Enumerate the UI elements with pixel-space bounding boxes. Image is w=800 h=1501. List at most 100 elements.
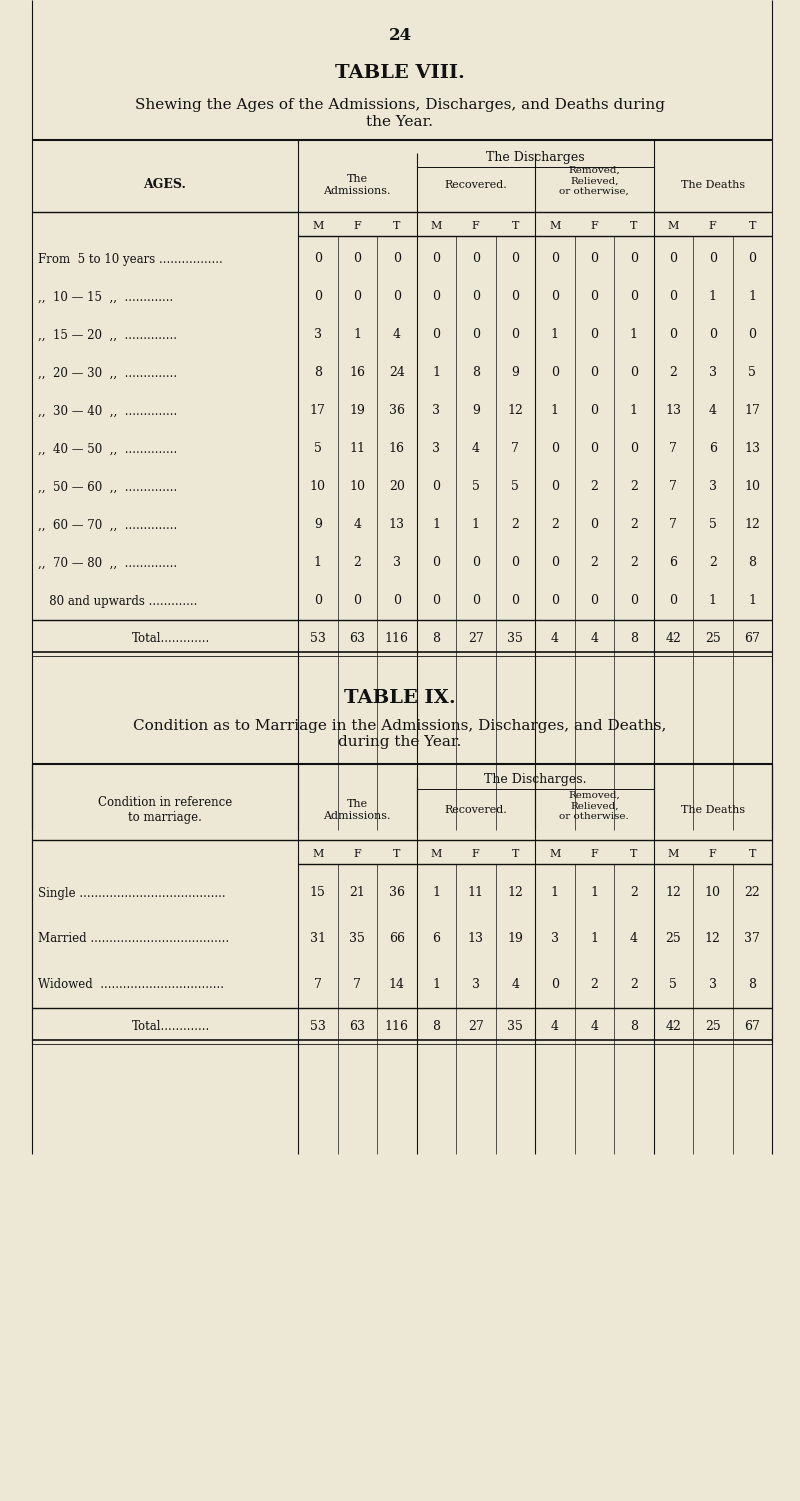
Text: 7: 7 [354, 979, 361, 992]
Text: 63: 63 [350, 632, 366, 644]
Text: 0: 0 [550, 979, 558, 992]
Text: AGES.: AGES. [143, 179, 186, 192]
Text: F: F [709, 221, 717, 231]
Text: 0: 0 [590, 404, 598, 417]
Text: 0: 0 [630, 252, 638, 266]
Text: 25: 25 [705, 632, 721, 644]
Text: 1: 1 [550, 404, 558, 417]
Text: 13: 13 [389, 518, 405, 531]
Text: T: T [393, 850, 401, 859]
Text: 42: 42 [666, 632, 681, 644]
Text: Condition as to Marriage in the Admissions, Discharges, and Deaths,: Condition as to Marriage in the Admissio… [134, 719, 666, 732]
Text: 0: 0 [709, 329, 717, 342]
Text: 0: 0 [472, 594, 480, 608]
Text: 3: 3 [709, 979, 717, 992]
Text: Recovered.: Recovered. [444, 805, 507, 815]
Text: 2: 2 [590, 979, 598, 992]
Text: 4: 4 [590, 1019, 598, 1033]
Text: 1: 1 [748, 594, 756, 608]
Text: 6: 6 [709, 443, 717, 455]
Text: TABLE IX.: TABLE IX. [344, 689, 456, 707]
Text: 16: 16 [389, 443, 405, 455]
Text: 0: 0 [432, 291, 440, 303]
Text: 1: 1 [354, 329, 362, 342]
Text: 0: 0 [432, 329, 440, 342]
Text: ,,  60 — 70  ,,  ..............: ,, 60 — 70 ,, .............. [38, 518, 178, 531]
Text: 35: 35 [507, 632, 523, 644]
Text: 0: 0 [314, 291, 322, 303]
Text: 6: 6 [432, 932, 440, 946]
Text: 66: 66 [389, 932, 405, 946]
Text: Total.............: Total............. [132, 632, 210, 644]
Text: 24: 24 [389, 27, 411, 45]
Text: 1: 1 [550, 329, 558, 342]
Text: 0: 0 [472, 291, 480, 303]
Text: 17: 17 [744, 404, 760, 417]
Text: the Year.: the Year. [366, 116, 434, 129]
Text: ,,  10 — 15  ,,  .............: ,, 10 — 15 ,, ............. [38, 291, 174, 303]
Text: F: F [354, 221, 361, 231]
Text: 0: 0 [670, 329, 678, 342]
Text: 3: 3 [709, 480, 717, 494]
Text: 12: 12 [666, 887, 681, 899]
Text: 36: 36 [389, 887, 405, 899]
Text: 0: 0 [550, 594, 558, 608]
Text: 0: 0 [590, 518, 598, 531]
Text: Widowed  .................................: Widowed ................................… [38, 979, 224, 992]
Text: 10: 10 [744, 480, 760, 494]
Text: 7: 7 [511, 443, 519, 455]
Text: 27: 27 [468, 632, 484, 644]
Text: 4: 4 [393, 329, 401, 342]
Text: 27: 27 [468, 1019, 484, 1033]
Text: 3: 3 [432, 404, 440, 417]
Text: 0: 0 [550, 557, 558, 569]
Text: 1: 1 [432, 518, 440, 531]
Text: 42: 42 [666, 1019, 681, 1033]
Text: 13: 13 [744, 443, 760, 455]
Text: 2: 2 [590, 480, 598, 494]
Text: 17: 17 [310, 404, 326, 417]
Text: 3: 3 [393, 557, 401, 569]
Text: ,,  70 — 80  ,,  ..............: ,, 70 — 80 ,, .............. [38, 557, 177, 569]
Text: 53: 53 [310, 1019, 326, 1033]
Text: 2: 2 [630, 979, 638, 992]
Text: 3: 3 [432, 443, 440, 455]
Text: Condition in reference
to marriage.: Condition in reference to marriage. [98, 796, 232, 824]
Text: 5: 5 [472, 480, 480, 494]
Text: 12: 12 [507, 887, 523, 899]
Text: 0: 0 [393, 291, 401, 303]
Text: 5: 5 [670, 979, 677, 992]
Text: 0: 0 [550, 252, 558, 266]
Text: 7: 7 [314, 979, 322, 992]
Text: 0: 0 [709, 252, 717, 266]
Text: 0: 0 [511, 594, 519, 608]
Text: 4: 4 [709, 404, 717, 417]
Text: 13: 13 [468, 932, 484, 946]
Text: 12: 12 [744, 518, 760, 531]
Text: 8: 8 [432, 632, 440, 644]
Text: 1: 1 [630, 329, 638, 342]
Text: M: M [667, 850, 679, 859]
Text: 14: 14 [389, 979, 405, 992]
Text: 8: 8 [630, 632, 638, 644]
Text: 67: 67 [744, 632, 760, 644]
Text: 1: 1 [472, 518, 480, 531]
Text: 31: 31 [310, 932, 326, 946]
Text: 1: 1 [709, 291, 717, 303]
Text: 0: 0 [590, 594, 598, 608]
Text: 0: 0 [670, 252, 678, 266]
Text: 0: 0 [630, 443, 638, 455]
Text: 0: 0 [550, 480, 558, 494]
Text: 0: 0 [550, 366, 558, 380]
Text: 24: 24 [389, 366, 405, 380]
Text: 10: 10 [310, 480, 326, 494]
Text: 5: 5 [314, 443, 322, 455]
Text: ,,  30 — 40  ,,  ..............: ,, 30 — 40 ,, .............. [38, 404, 178, 417]
Text: M: M [667, 221, 679, 231]
Text: M: M [312, 850, 323, 859]
Text: Removed,
Relieved,
or otherwise.: Removed, Relieved, or otherwise. [559, 791, 629, 821]
Text: 116: 116 [385, 632, 409, 644]
Text: 22: 22 [744, 887, 760, 899]
Text: 0: 0 [748, 252, 756, 266]
Text: 25: 25 [666, 932, 681, 946]
